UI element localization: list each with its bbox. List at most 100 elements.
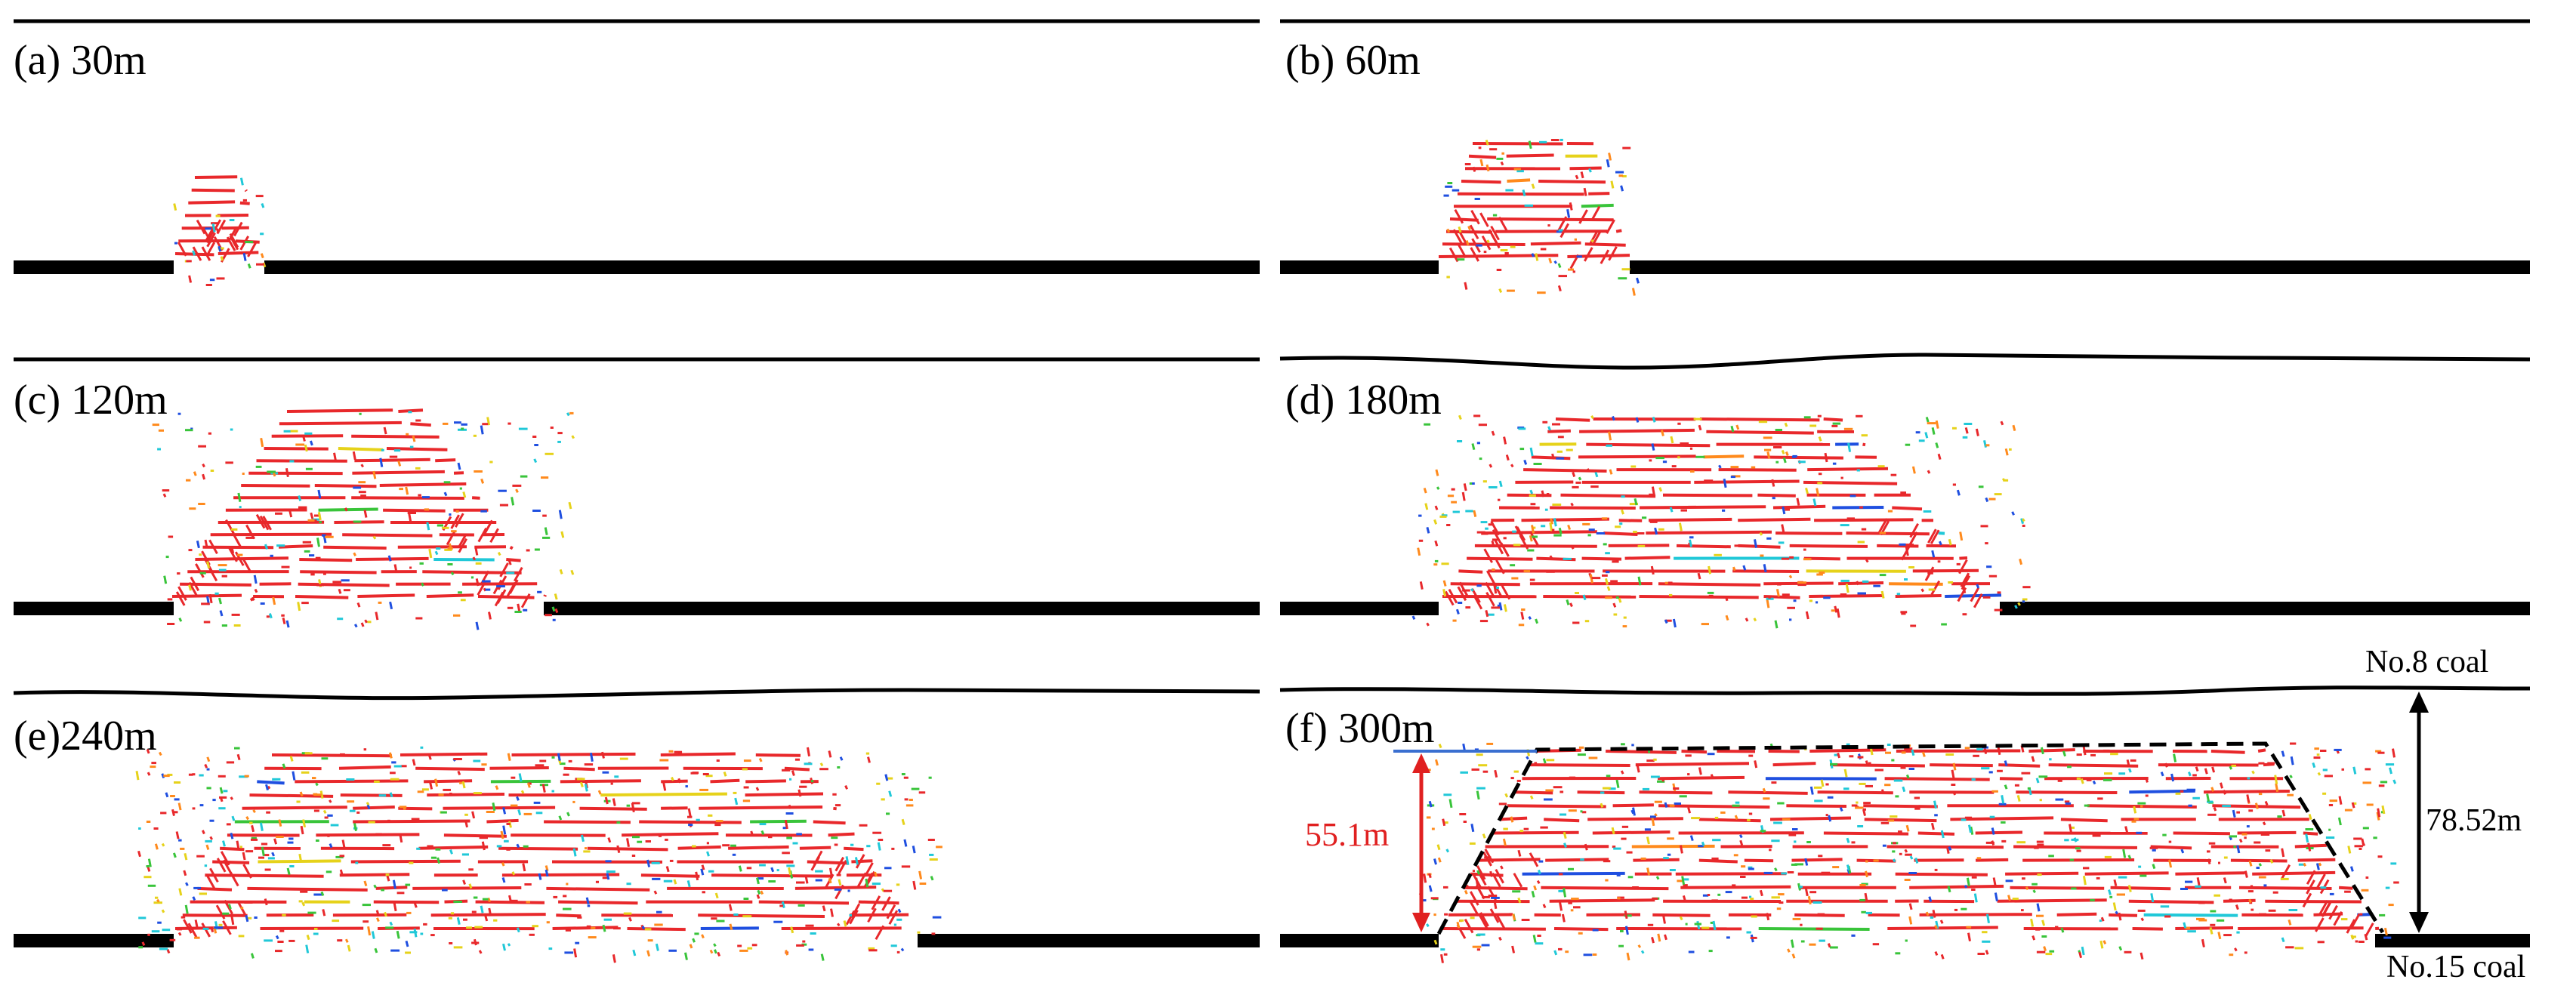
coal-seam-left (1280, 602, 1439, 615)
fracture-zone (1418, 742, 2399, 963)
micro-crack (202, 830, 205, 835)
fracture-band-segment (1838, 581, 1884, 586)
micro-crack (2281, 937, 2285, 943)
fracture-band-segment (799, 846, 831, 850)
micro-crack (245, 914, 249, 923)
micro-crack (230, 796, 234, 800)
micro-crack (1992, 877, 1997, 886)
micro-crack (1771, 479, 1775, 487)
micro-crack (1517, 849, 1522, 857)
micro-crack (2281, 750, 2285, 757)
micro-crack (558, 815, 563, 821)
fracture-inclined-stroke (2302, 892, 2312, 908)
micro-crack (1697, 572, 1701, 580)
fracture-band-segment (558, 900, 638, 905)
fracture-band-segment (1603, 531, 1638, 536)
micro-crack (1766, 913, 1770, 921)
micro-crack (2030, 918, 2035, 927)
fracture-band-segment (375, 886, 408, 890)
micro-crack (1738, 834, 1743, 839)
fracture-band-segment (2016, 790, 2118, 794)
micro-crack (464, 820, 468, 828)
micro-crack (2377, 808, 2381, 818)
fracture-inclined-stroke (187, 923, 198, 938)
fracture-inclined-stroke (201, 246, 211, 261)
micro-crack (2133, 806, 2137, 814)
micro-crack (1411, 615, 1416, 621)
micro-crack (1708, 565, 1712, 575)
micro-crack (1865, 870, 1868, 878)
micro-crack (450, 571, 455, 576)
fracture-inclined-stroke (865, 870, 876, 886)
micro-crack (1620, 770, 1624, 775)
fracture-band-segment (1487, 217, 1614, 222)
coal-seam-right (2375, 934, 2530, 947)
fracture-band-segment (2252, 870, 2336, 876)
fracture-band-segment (1789, 544, 1868, 548)
micro-crack (1734, 815, 1738, 820)
fracture-inclined-stroke (239, 236, 250, 251)
fracture-band-segment (247, 886, 368, 892)
fracture-band-segment (271, 753, 393, 758)
micro-crack (820, 953, 825, 961)
panel-a: (a) 30m (14, 19, 1260, 286)
micro-crack (1834, 605, 1838, 613)
micro-crack (1657, 933, 1661, 942)
fracture-band-segment (220, 846, 245, 852)
micro-crack (329, 799, 332, 803)
micro-crack (714, 892, 719, 899)
micro-crack (338, 588, 342, 594)
fracture-band-segment (622, 832, 719, 837)
fracture-inclined-stroke (1478, 913, 1489, 929)
fracture-inclined-stroke (216, 858, 227, 873)
micro-crack (2289, 775, 2293, 779)
micro-crack (2206, 793, 2210, 802)
fracture-inclined-stroke (1498, 216, 1508, 232)
micro-crack (2016, 795, 2021, 802)
fracture-inclined-stroke (2333, 910, 2343, 926)
micro-crack (1905, 824, 1910, 832)
micro-crack (2150, 893, 2155, 903)
fracture-band-segment (2048, 763, 2139, 768)
fracture-band-segment (556, 913, 582, 918)
fracture-band-segment (1500, 816, 1528, 821)
micro-crack (790, 926, 794, 934)
fracture-inclined-stroke (1608, 246, 1618, 261)
micro-crack (315, 782, 319, 787)
micro-crack (488, 611, 492, 620)
micro-crack (158, 751, 162, 756)
micro-crack (1846, 864, 1850, 871)
fracture-band-segment (1584, 242, 1626, 247)
micro-crack (1796, 498, 1800, 506)
fracture-inclined-stroke (520, 593, 531, 608)
micro-crack (1766, 599, 1770, 608)
micro-crack (1816, 488, 1820, 497)
micro-crack (502, 807, 507, 815)
micro-crack (1465, 240, 1470, 246)
micro-crack (554, 593, 558, 600)
fracture-band-segment (398, 408, 424, 413)
fracture-band-segment (858, 900, 899, 905)
fracture-band-segment (1648, 517, 1732, 522)
micro-crack (784, 820, 788, 830)
fracture-band-segment (784, 766, 810, 772)
micro-crack (1559, 902, 1563, 911)
micro-crack (1809, 786, 1814, 795)
micro-crack (2338, 796, 2343, 805)
fracture-inclined-stroke (1494, 539, 1504, 555)
micro-crack (497, 552, 501, 556)
micro-crack (320, 891, 325, 896)
fracture-band-segment (1886, 845, 2004, 849)
fracture-band-segment (2238, 886, 2332, 890)
micro-crack (1498, 602, 1503, 611)
fracture-inclined-stroke (1592, 229, 1603, 245)
micro-crack (2040, 747, 2044, 755)
micro-crack (227, 904, 232, 910)
micro-crack (428, 548, 433, 559)
fracture-band-segment (197, 886, 233, 892)
fracture-band-segment (700, 926, 759, 930)
micro-crack (1594, 471, 1599, 478)
micro-crack (1766, 451, 1771, 459)
fracture-inclined-stroke (1489, 908, 1500, 923)
micro-crack (2290, 756, 2294, 766)
